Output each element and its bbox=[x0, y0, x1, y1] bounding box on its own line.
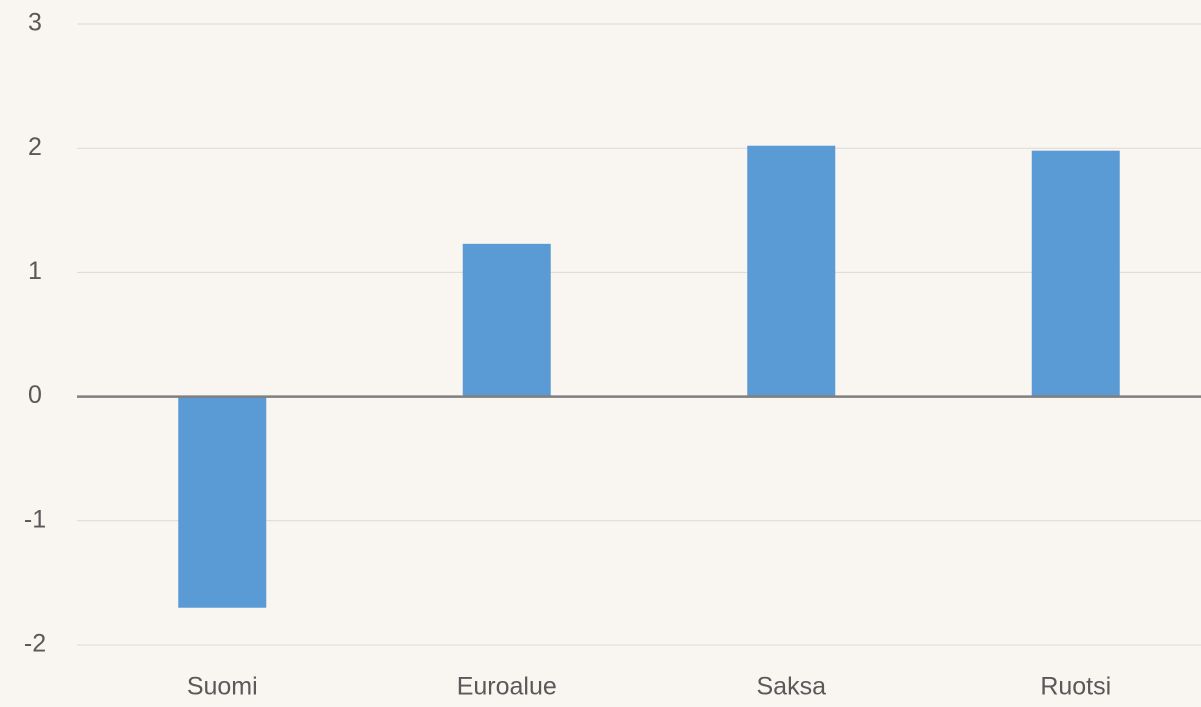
y-tick-label: -1 bbox=[24, 505, 46, 533]
y-tick-label: 0 bbox=[28, 381, 42, 409]
y-tick-label: -2 bbox=[24, 630, 46, 658]
bar bbox=[1031, 150, 1120, 397]
y-tick-label: 3 bbox=[28, 9, 42, 37]
x-tick-label: Saksa bbox=[757, 673, 827, 701]
bar bbox=[747, 145, 836, 397]
x-tick-label: Suomi bbox=[187, 673, 258, 701]
y-tick-label: 1 bbox=[28, 257, 42, 285]
bar bbox=[462, 243, 551, 397]
x-tick-label: Euroalue bbox=[457, 673, 557, 701]
x-tick-label: Ruotsi bbox=[1040, 673, 1111, 701]
y-tick-label: 2 bbox=[28, 133, 42, 161]
bar bbox=[178, 396, 267, 608]
